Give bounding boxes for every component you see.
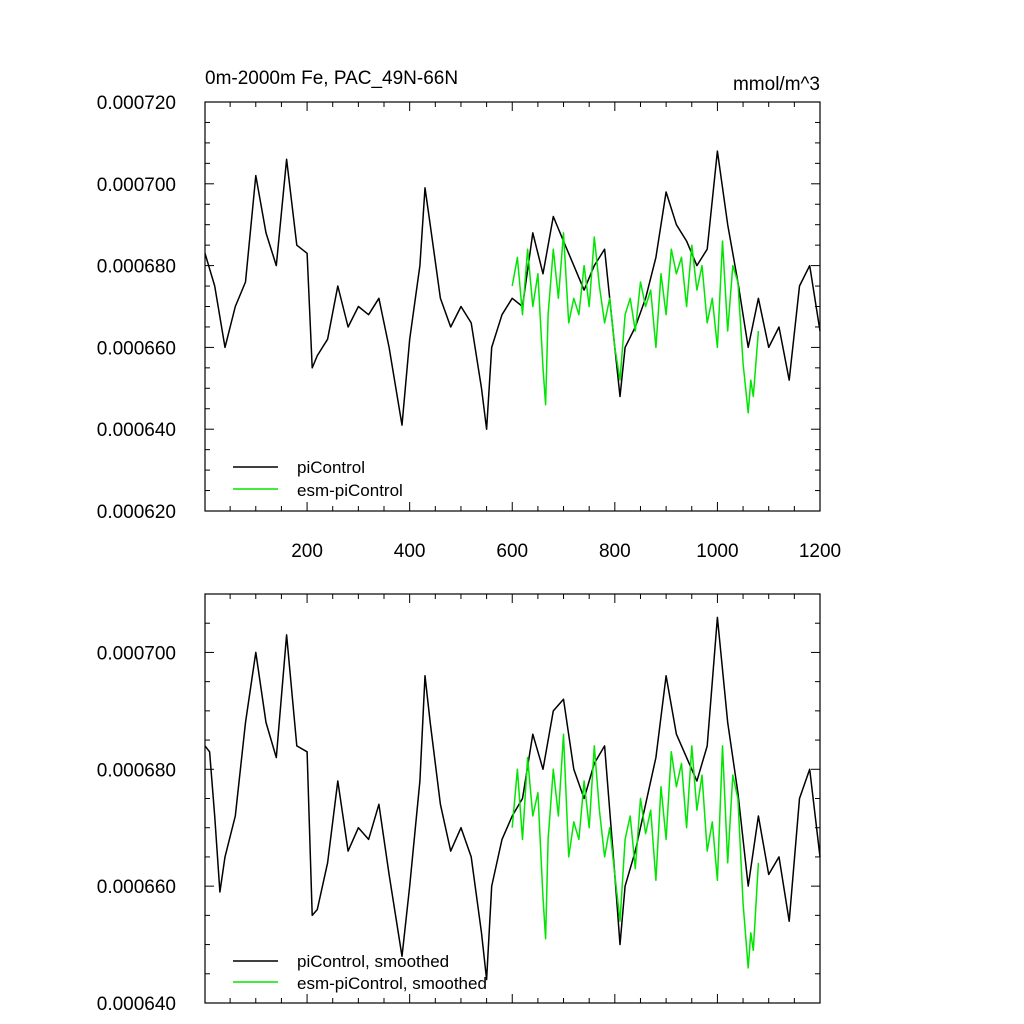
plot-marks: 0.000640 0.000660 0.000680 0.000700	[97, 593, 821, 1015]
series-line-picontrol	[204, 150, 821, 430]
y-tick-label: 0.000660	[97, 338, 176, 359]
x-tick-label: 1000	[696, 541, 738, 562]
plot-marks: 200 400 600 800 1000 1200 0.000620 0.000640 0.00…	[97, 93, 841, 562]
y-tick-label: 0.000700	[97, 643, 176, 664]
plot-frame	[204, 593, 821, 1004]
y-tick-label: 0.000700	[97, 175, 176, 196]
y-tick-label: 0.000620	[97, 502, 176, 523]
y-tick-label: 0.000680	[97, 257, 176, 278]
x-tick-label: 800	[599, 541, 631, 562]
y-tick-label: 0.000640	[97, 420, 176, 441]
top-chart: 0m-2000m Fe, PAC_49N-66N mmol/m^3 200 400…	[97, 68, 841, 562]
legend-label-esm-picontrol: esm-piControl	[297, 481, 403, 500]
legend-label-esm-picontrol-smoothed: esm-piControl, smoothed	[297, 974, 487, 993]
y-tick-label: 0.000720	[97, 93, 176, 114]
x-tick-label: 200	[291, 541, 323, 562]
series-line-esm-picontrol	[511, 232, 760, 414]
legend-label-picontrol: piControl	[297, 458, 365, 477]
plot-frame	[204, 101, 821, 512]
series-line-esm-picontrol-smoothed	[511, 733, 760, 969]
chart-title: 0m-2000m Fe, PAC_49N-66N	[205, 68, 458, 89]
x-tick-label: 600	[496, 541, 528, 562]
y-tick-label: 0.000640	[97, 994, 176, 1015]
x-tick-label: 400	[394, 541, 426, 562]
bottom-chart: 0.000640 0.000660 0.000680 0.000700 piContr…	[97, 593, 821, 1015]
series-line-picontrol-smoothed	[204, 616, 821, 981]
x-tick-label: 1200	[799, 541, 841, 562]
y-tick-label: 0.000680	[97, 760, 176, 781]
legend-label-picontrol-smoothed: piControl, smoothed	[297, 952, 449, 971]
legend: piControl esm-piControl	[233, 458, 403, 500]
legend: piControl, smoothed esm-piControl, smoot…	[233, 952, 487, 993]
y-tick-label: 0.000660	[97, 877, 176, 898]
units-label: mmol/m^3	[733, 74, 820, 95]
